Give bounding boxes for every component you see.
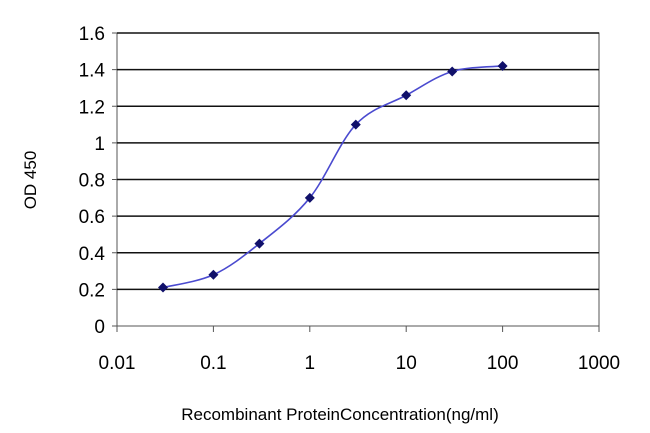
data-point (208, 269, 219, 280)
x-tick-label: 0.01 (99, 353, 136, 374)
y-axis-title: OD 450 (21, 151, 40, 210)
data-points (157, 60, 508, 293)
y-tick-label: 1.4 (79, 61, 106, 82)
gridlines (117, 32, 599, 291)
x-tick-label: 0.1 (200, 353, 226, 374)
y-tick-label: 0.8 (79, 171, 105, 192)
series-group (162, 65, 503, 289)
y-tick-label: 0.2 (79, 280, 105, 301)
x-axis-title: Recombinant ProteinConcentration(ng/ml) (181, 405, 499, 424)
data-point (350, 119, 361, 130)
data-point (157, 282, 168, 293)
y-tick-labels: 0 0.2 0.4 0.6 0.8 1 1.2 1.4 1.6 (79, 24, 106, 338)
x-tick-label: 10 (396, 353, 417, 374)
data-point (304, 192, 315, 203)
y-tick-label: 1.6 (79, 24, 105, 45)
x-tick-label: 1000 (578, 353, 620, 374)
x-tick-marks (116, 326, 600, 332)
data-point (497, 60, 508, 71)
y-tick-marks (112, 32, 117, 327)
y-tick-label: 1.2 (79, 97, 105, 118)
data-point (401, 90, 412, 101)
x-tick-labels: 0.01 0.1 1 10 100 1000 (99, 353, 621, 374)
y-tick-label: 0.4 (79, 244, 106, 265)
y-tick-label: 0 (94, 317, 105, 338)
x-tick-label: 1 (305, 353, 316, 374)
series-line (162, 65, 503, 289)
y-tick-label: 1 (94, 134, 105, 155)
data-point (254, 238, 265, 249)
data-point (447, 66, 458, 77)
x-tick-label: 100 (487, 353, 519, 374)
y-tick-label: 0.6 (79, 207, 105, 228)
